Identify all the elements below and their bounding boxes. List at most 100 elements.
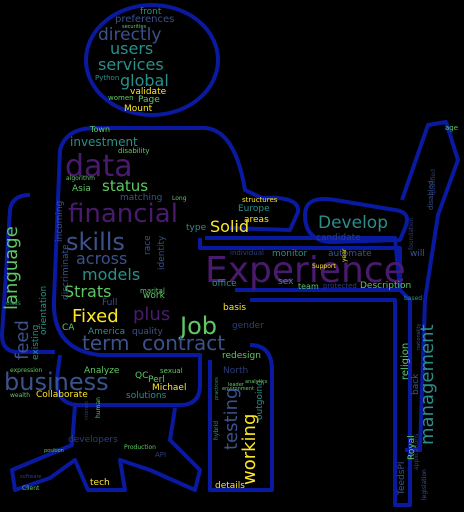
cloud-word: Fixed [72,306,119,327]
cloud-word: interest [84,401,90,420]
cloud-word: Europe [238,204,270,214]
cloud-word: class [6,300,21,307]
cloud-word: Michael [152,383,186,393]
cloud-word: front [140,7,162,17]
cloud-word: outgoing [255,380,265,420]
cloud-word: preferences [115,14,174,25]
cloud-word: skills [66,228,125,256]
cloud-word: Python [95,74,119,82]
cloud-word: Full [102,298,117,308]
cloud-word: users [110,39,153,58]
cloud-word: status [102,177,148,195]
cloud-word: existing [31,325,41,360]
cloud-word: details [215,481,245,491]
cloud-word: qualified [430,169,437,195]
cloud-word: algorithm [66,175,95,182]
cloud-word: Solid [210,217,249,236]
cloud-word: Town [89,125,110,134]
cloud-word: women [108,94,134,102]
cloud-word: Description [360,281,411,291]
cloud-word: term [82,331,130,355]
leg-outline [208,343,274,492]
cloud-word: areas [244,215,269,225]
cloud-word: Analyze [84,366,120,376]
cloud-word: gender [232,321,264,331]
cloud-word: Long [172,195,187,202]
cloud-word: Mount [124,104,153,114]
cloud-word: plus [133,304,170,325]
cloud-word: models [82,265,140,284]
cloud-word: office [212,279,237,289]
torso-outline [95,126,301,232]
cloud-word: leader [228,382,245,388]
silhouette-outline [0,3,460,507]
cloud-word: marital [140,287,165,295]
cloud-word: API [155,451,166,459]
cloud-word: discriminate [61,244,71,300]
cloud-word: hybrid [213,421,220,440]
cloud-word: expression [10,367,43,374]
cloud-word: America [88,327,125,337]
cloud-word: data [65,149,133,184]
cloud-word: Perl [148,375,165,385]
cloud-word: will [410,249,425,259]
cloud-word: disabled [427,181,435,210]
cloud-word: nationality [416,323,422,350]
cloud-word: tech [90,478,110,488]
cloud-word: individual [230,249,264,257]
cloud-word: race [143,235,153,255]
cloud-word: team [298,282,319,291]
cloud-word: sex [278,277,294,287]
cloud-word: age [445,124,458,132]
cloud-word: language [1,226,22,310]
cloud-word: Support [312,263,336,270]
cloud-word: Strats [64,282,111,301]
cloud-word: global [120,71,169,90]
cloud-word: wealth [10,392,30,399]
cloud-word: year [341,248,348,262]
cloud-word: candidate [316,233,361,243]
desk-outline [198,238,402,292]
cloud-word: validate [130,87,167,97]
cloud-word: sexual [160,367,183,375]
cloud-word: contract [142,331,225,355]
cloud-word: Production [124,444,156,451]
cloud-word: business [4,368,109,396]
cloud-word: quality [132,327,163,337]
cloud-word: disability [118,147,150,155]
cloud-word: based [404,295,422,302]
cloud-word: management [417,324,438,445]
cloud-word: Page [138,95,160,105]
cloud-word: identity [157,235,167,270]
cloud-word: software [20,474,41,480]
cloud-word: back [411,373,421,395]
cloud-word: work [143,291,166,301]
cloud-word: Asia [72,184,91,194]
cloud-word: structures [242,196,278,204]
cloud-word: religion [400,343,411,380]
cloud-word: CA [62,323,75,333]
word-layer: frontpreferencessecuritiesdirectlyuserss… [1,7,458,500]
cloud-word: monitor [272,249,308,259]
cloud-word: protected [323,282,357,290]
body-outline [51,126,202,407]
monitor-outline [303,197,409,244]
cloud-word: redesign [222,351,261,361]
cloud-word: working [239,414,260,485]
cloud-word: basis [223,303,246,313]
cloud-word: analytics [245,379,268,385]
head-outline [84,3,220,117]
cloud-word: orientation [39,286,49,335]
cloud-word: foundation [408,217,415,250]
cloud-word: incoming [55,201,65,242]
cloud-word: type [186,223,207,233]
cloud-word: Royal [407,435,417,460]
cloud-word: applications [413,434,420,470]
cloud-word: environment [222,386,254,392]
cloud-word: developers [68,435,118,445]
lamp-outline [400,120,460,452]
cloud-word: securities [122,24,146,30]
cloud-word: testing [221,388,242,450]
